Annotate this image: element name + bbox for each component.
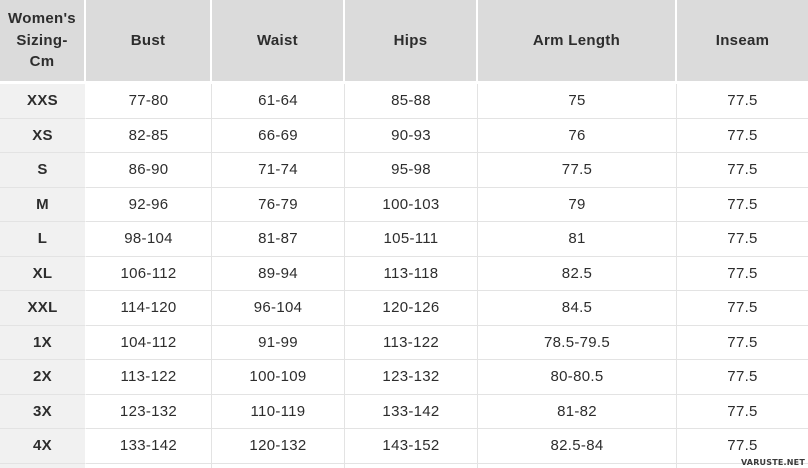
measurement-cell: 84.5	[478, 291, 677, 326]
measurement-cell: 77.5	[677, 153, 808, 188]
size-label: 3X	[0, 394, 86, 429]
measurement-cell: 66-69	[212, 118, 345, 153]
measurement-cell: 133-142	[345, 394, 478, 429]
measurement-cell: 123-132	[86, 394, 212, 429]
measurement-cell: 133-142	[86, 429, 212, 464]
size-label: L	[0, 222, 86, 257]
measurement-cell: 113-122	[86, 360, 212, 395]
measurement-cell: 82-85	[86, 118, 212, 153]
size-label: XXL	[0, 291, 86, 326]
table-row: XS 82-85 66-69 90-93 76 77.5	[0, 118, 808, 153]
size-label: 2X	[0, 360, 86, 395]
measurement-cell: 104-112	[86, 325, 212, 360]
measurement-cell: 81-82	[478, 394, 677, 429]
measurement-cell	[212, 463, 345, 468]
measurement-cell: 77.5	[677, 360, 808, 395]
table-row: XXS 77-80 61-64 85-88 75 77.5	[0, 84, 808, 119]
measurement-cell: 89-94	[212, 256, 345, 291]
measurement-cell: 77.5	[677, 394, 808, 429]
size-label: M	[0, 187, 86, 222]
measurement-cell: 77.5	[677, 429, 808, 464]
measurement-cell: 79	[478, 187, 677, 222]
measurement-cell: 92-96	[86, 187, 212, 222]
table-header: Women's Sizing- Cm Bust Waist Hips Arm L…	[0, 0, 808, 84]
size-label: XL	[0, 256, 86, 291]
size-label: 1X	[0, 325, 86, 360]
measurement-cell: 61-64	[212, 84, 345, 119]
measurement-cell: 71-74	[212, 153, 345, 188]
measurement-cell: 82.5-84	[478, 429, 677, 464]
measurement-cell: 81	[478, 222, 677, 257]
measurement-cell	[86, 463, 212, 468]
size-label: 4X	[0, 429, 86, 464]
table-row: M 92-96 76-79 100-103 79 77.5	[0, 187, 808, 222]
table-row: 2X 113-122 100-109 123-132 80-80.5 77.5	[0, 360, 808, 395]
header-row: Women's Sizing- Cm Bust Waist Hips Arm L…	[0, 0, 808, 84]
column-header-inseam: Inseam	[677, 0, 808, 84]
measurement-cell: 80-80.5	[478, 360, 677, 395]
measurement-cell	[478, 463, 677, 468]
column-header-hips: Hips	[345, 0, 478, 84]
measurement-cell: 81-87	[212, 222, 345, 257]
measurement-cell	[345, 463, 478, 468]
column-header-arm-length: Arm Length	[478, 0, 677, 84]
measurement-cell: 77.5	[677, 187, 808, 222]
measurement-cell: 82.5	[478, 256, 677, 291]
measurement-cell: 120-126	[345, 291, 478, 326]
measurement-cell: 77-80	[86, 84, 212, 119]
measurement-cell: 77.5	[677, 118, 808, 153]
measurement-cell: 113-122	[345, 325, 478, 360]
table-row: 3X 123-132 110-119 133-142 81-82 77.5	[0, 394, 808, 429]
size-label: XXS	[0, 84, 86, 119]
measurement-cell: 77.5	[677, 222, 808, 257]
measurement-cell: 77.5	[677, 84, 808, 119]
table-row: XL 106-112 89-94 113-118 82.5 77.5	[0, 256, 808, 291]
corner-header: Women's Sizing- Cm	[0, 0, 86, 84]
measurement-cell: 123-132	[345, 360, 478, 395]
partial-row	[0, 463, 808, 468]
table-row: XXL 114-120 96-104 120-126 84.5 77.5	[0, 291, 808, 326]
table-body: XXS 77-80 61-64 85-88 75 77.5 XS 82-85 66-69 90-9…	[0, 84, 808, 468]
measurement-cell: 114-120	[86, 291, 212, 326]
measurement-cell: 85-88	[345, 84, 478, 119]
measurement-cell: 75	[478, 84, 677, 119]
size-label: S	[0, 153, 86, 188]
measurement-cell: 90-93	[345, 118, 478, 153]
measurement-cell: 113-118	[345, 256, 478, 291]
measurement-cell: 105-111	[345, 222, 478, 257]
measurement-cell: 77.5	[677, 256, 808, 291]
measurement-cell: 76	[478, 118, 677, 153]
table-row: 1X 104-112 91-99 113-122 78.5-79.5 77.5	[0, 325, 808, 360]
column-header-waist: Waist	[212, 0, 345, 84]
watermark: VARUSTE.NET	[740, 458, 805, 467]
measurement-cell	[677, 463, 808, 468]
table-row: S 86-90 71-74 95-98 77.5 77.5	[0, 153, 808, 188]
measurement-cell: 86-90	[86, 153, 212, 188]
measurement-cell: 143-152	[345, 429, 478, 464]
measurement-cell: 78.5-79.5	[478, 325, 677, 360]
measurement-cell: 100-103	[345, 187, 478, 222]
measurement-cell: 110-119	[212, 394, 345, 429]
measurement-cell: 76-79	[212, 187, 345, 222]
measurement-cell: 120-132	[212, 429, 345, 464]
table-row: L 98-104 81-87 105-111 81 77.5	[0, 222, 808, 257]
size-label: XS	[0, 118, 86, 153]
column-header-bust: Bust	[86, 0, 212, 84]
measurement-cell: 77.5	[677, 291, 808, 326]
measurement-cell: 96-104	[212, 291, 345, 326]
table-row: 4X 133-142 120-132 143-152 82.5-84 77.5	[0, 429, 808, 464]
measurement-cell: 98-104	[86, 222, 212, 257]
measurement-cell: 100-109	[212, 360, 345, 395]
measurement-cell: 95-98	[345, 153, 478, 188]
measurement-cell: 77.5	[677, 325, 808, 360]
measurement-cell: 91-99	[212, 325, 345, 360]
size-label	[0, 463, 86, 468]
measurement-cell: 77.5	[478, 153, 677, 188]
measurement-cell: 106-112	[86, 256, 212, 291]
